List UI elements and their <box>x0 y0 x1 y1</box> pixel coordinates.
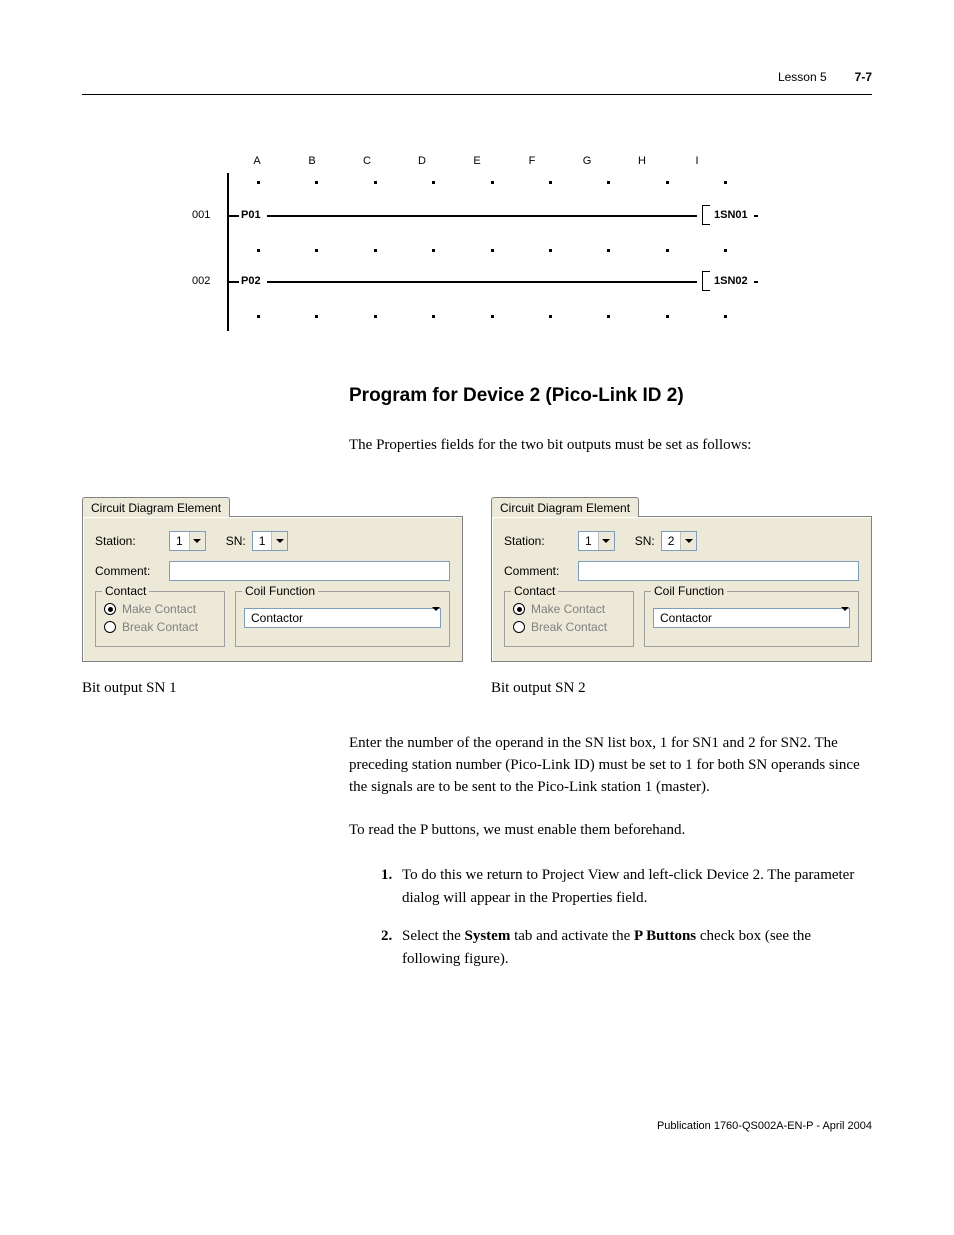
ladder-input-label: P02 <box>241 275 261 287</box>
step-1: To do this we return to Project View and… <box>396 864 872 909</box>
station-value: 1 <box>579 532 598 550</box>
coil-legend: Coil Function <box>242 584 318 598</box>
page-number: 7-7 <box>855 70 872 84</box>
ladder-left-rail <box>227 173 229 331</box>
coil-function-combo[interactable]: Contactor <box>244 608 441 628</box>
ladder-diagram: A B C D E F G H I 001 P01 1SN01 002 P02 1SN02 <box>82 155 872 345</box>
ladder-col-C: C <box>357 155 377 167</box>
section-title: Program for Device 2 (Pico-Link ID 2) <box>349 385 872 407</box>
paragraph-1: Enter the number of the operand in the S… <box>349 733 872 798</box>
coil-function-group: Coil Function Contactor <box>644 591 859 647</box>
ladder-output-label: 1SN01 <box>714 209 748 221</box>
paragraph-2: To read the P buttons, we must enable th… <box>349 820 872 842</box>
comment-label: Comment: <box>95 564 163 578</box>
ladder-row-num: 002 <box>192 275 210 287</box>
tab-circuit-diagram-element[interactable]: Circuit Diagram Element <box>491 497 639 517</box>
sn-combo[interactable]: 2 <box>661 531 698 551</box>
ladder-rung <box>267 281 697 283</box>
dialog-caption-2: Bit output SN 2 <box>491 680 872 697</box>
chevron-down-icon[interactable] <box>598 532 614 550</box>
ladder-col-E: E <box>467 155 487 167</box>
station-label: Station: <box>504 534 572 548</box>
ladder-dot-row <box>257 181 727 185</box>
steps-list: To do this we return to Project View and… <box>372 864 872 970</box>
sn-combo[interactable]: 1 <box>252 531 289 551</box>
sn-value: 1 <box>253 532 272 550</box>
chevron-down-icon[interactable] <box>189 532 205 550</box>
ladder-col-D: D <box>412 155 432 167</box>
coil-value: Contactor <box>654 609 841 627</box>
intro-text: The Properties fields for the two bit ou… <box>349 435 872 456</box>
chevron-down-icon[interactable] <box>841 611 849 625</box>
contact-group: Contact Make Contact Break Contact <box>504 591 634 647</box>
make-contact-label: Make Contact <box>122 602 196 616</box>
properties-dialog-2: Circuit Diagram Element Station: 1 SN: 2 <box>491 496 872 662</box>
contact-legend: Contact <box>102 584 149 598</box>
ladder-dot-row <box>257 249 727 253</box>
make-contact-radio[interactable]: Make Contact <box>513 602 625 616</box>
ladder-coil-bracket <box>702 205 710 225</box>
dialog-caption-1: Bit output SN 1 <box>82 680 463 697</box>
ladder-output-label: 1SN02 <box>714 275 748 287</box>
ladder-input-label: P01 <box>241 209 261 221</box>
publication-footer: Publication 1760-QS002A-EN-P - April 200… <box>82 1120 872 1132</box>
station-combo[interactable]: 1 <box>169 531 206 551</box>
page-header: Lesson 5 7-7 <box>82 70 872 95</box>
make-contact-label: Make Contact <box>531 602 605 616</box>
station-value: 1 <box>170 532 189 550</box>
ladder-col-G: G <box>577 155 597 167</box>
comment-input[interactable] <box>169 561 450 581</box>
station-label: Station: <box>95 534 163 548</box>
chevron-down-icon[interactable] <box>680 532 696 550</box>
tab-circuit-diagram-element[interactable]: Circuit Diagram Element <box>82 497 230 517</box>
contact-legend: Contact <box>511 584 558 598</box>
coil-function-combo[interactable]: Contactor <box>653 608 850 628</box>
coil-legend: Coil Function <box>651 584 727 598</box>
ladder-col-F: F <box>522 155 542 167</box>
lesson-label: Lesson 5 <box>778 70 827 84</box>
break-contact-radio[interactable]: Break Contact <box>513 620 625 634</box>
comment-input[interactable] <box>578 561 859 581</box>
station-combo[interactable]: 1 <box>578 531 615 551</box>
break-contact-label: Break Contact <box>122 620 198 634</box>
chevron-down-icon[interactable] <box>271 532 287 550</box>
ladder-col-B: B <box>302 155 322 167</box>
make-contact-radio[interactable]: Make Contact <box>104 602 216 616</box>
properties-dialog-1: Circuit Diagram Element Station: 1 SN: 1 <box>82 496 463 662</box>
ladder-dot-row <box>257 315 727 319</box>
comment-label: Comment: <box>504 564 572 578</box>
ladder-coil-bracket <box>702 271 710 291</box>
sn-label: SN: <box>635 534 655 548</box>
contact-group: Contact Make Contact Break Contact <box>95 591 225 647</box>
break-contact-label: Break Contact <box>531 620 607 634</box>
ladder-col-A: A <box>247 155 267 167</box>
ladder-row-num: 001 <box>192 209 210 221</box>
ladder-col-I: I <box>687 155 707 167</box>
coil-value: Contactor <box>245 609 432 627</box>
ladder-col-H: H <box>632 155 652 167</box>
step-2: Select the System tab and activate the P… <box>396 925 872 970</box>
sn-label: SN: <box>226 534 246 548</box>
ladder-rung <box>267 215 697 217</box>
coil-function-group: Coil Function Contactor <box>235 591 450 647</box>
break-contact-radio[interactable]: Break Contact <box>104 620 216 634</box>
sn-value: 2 <box>662 532 681 550</box>
chevron-down-icon[interactable] <box>432 611 440 625</box>
